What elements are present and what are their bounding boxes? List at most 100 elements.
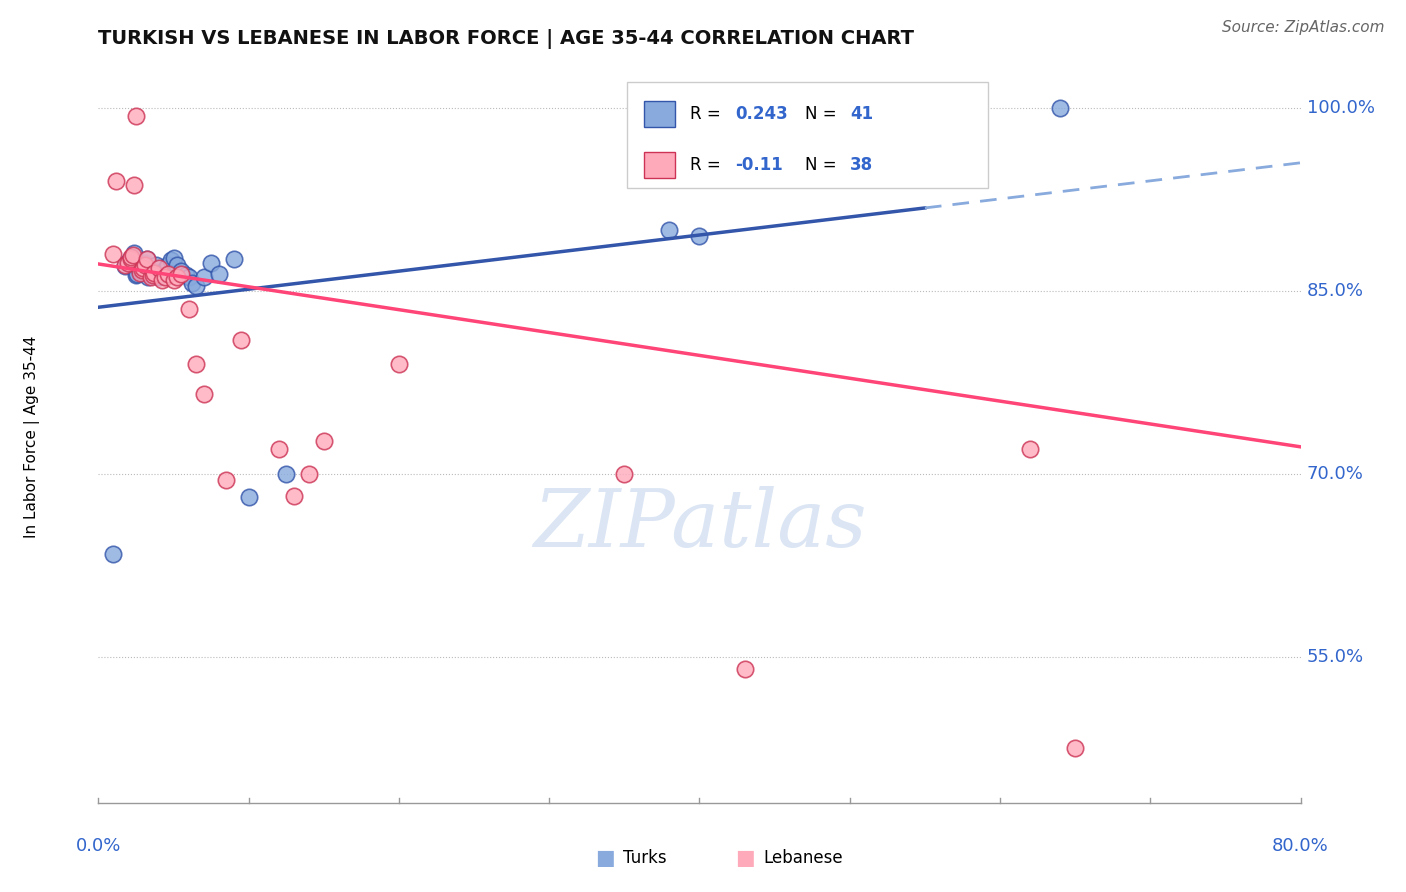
Point <box>121 250 143 264</box>
Point <box>129 261 152 276</box>
Text: -0.11: -0.11 <box>735 156 783 174</box>
Point <box>162 251 184 265</box>
Text: 41: 41 <box>849 105 873 123</box>
Point <box>222 252 245 266</box>
Point <box>150 273 173 287</box>
Point <box>283 489 305 503</box>
Point <box>129 264 152 278</box>
Point <box>117 254 139 268</box>
Point <box>148 260 170 275</box>
Point <box>149 268 172 282</box>
Text: TURKISH VS LEBANESE IN LABOR FORCE | AGE 35-44 CORRELATION CHART: TURKISH VS LEBANESE IN LABOR FORCE | AGE… <box>98 29 914 48</box>
Point <box>312 434 335 448</box>
Point <box>238 490 260 504</box>
Point <box>174 268 197 282</box>
Text: ■: ■ <box>735 848 755 868</box>
Point <box>734 662 756 676</box>
Point <box>141 268 163 282</box>
Point <box>129 266 152 280</box>
Point <box>155 260 177 275</box>
Point <box>153 270 176 285</box>
Point <box>388 357 411 371</box>
Text: Turks: Turks <box>623 849 666 867</box>
Point <box>125 110 148 124</box>
Point <box>298 467 321 481</box>
Point <box>132 260 155 275</box>
Point <box>125 268 148 282</box>
Point <box>132 258 155 272</box>
Point <box>122 248 145 262</box>
Bar <box>627 82 988 188</box>
Point <box>136 270 159 285</box>
Point <box>124 246 146 260</box>
Point <box>215 473 238 487</box>
Point <box>166 258 188 272</box>
Point <box>658 223 681 237</box>
Point <box>156 267 179 281</box>
Point <box>267 442 290 457</box>
Text: 70.0%: 70.0% <box>1306 465 1364 483</box>
Text: 85.0%: 85.0% <box>1306 282 1364 300</box>
Point <box>150 266 173 280</box>
Point <box>208 267 231 281</box>
Point <box>114 260 136 274</box>
Text: ZIPatlas: ZIPatlas <box>533 486 866 564</box>
Point <box>135 252 157 266</box>
Point <box>139 268 162 282</box>
Point <box>139 270 162 285</box>
Point <box>148 270 170 285</box>
Point <box>231 333 253 347</box>
Point <box>159 253 181 268</box>
Bar <box>644 152 675 178</box>
Point <box>121 252 143 266</box>
Point <box>141 264 163 278</box>
Point <box>131 260 153 275</box>
Point <box>276 467 298 481</box>
Point <box>613 467 636 481</box>
Text: 55.0%: 55.0% <box>1306 648 1364 665</box>
Point <box>177 302 200 317</box>
Text: R =: R = <box>690 105 725 123</box>
Point <box>162 273 184 287</box>
Text: 0.243: 0.243 <box>735 105 789 123</box>
Point <box>1064 740 1087 755</box>
Point <box>105 174 128 188</box>
Text: 100.0%: 100.0% <box>1306 99 1375 117</box>
Point <box>134 258 156 272</box>
Point <box>114 258 136 272</box>
Text: Source: ZipAtlas.com: Source: ZipAtlas.com <box>1222 20 1385 35</box>
Point <box>193 387 215 401</box>
Point <box>152 267 174 281</box>
Point <box>143 266 166 280</box>
Point <box>180 277 202 291</box>
Point <box>135 252 157 266</box>
Text: In Labor Force | Age 35-44: In Labor Force | Age 35-44 <box>24 336 41 538</box>
Text: N =: N = <box>806 156 842 174</box>
Point <box>156 258 179 272</box>
Point <box>184 279 207 293</box>
Point <box>103 247 125 261</box>
Text: 38: 38 <box>849 156 873 174</box>
Point <box>121 251 143 265</box>
Point <box>170 264 193 278</box>
Point <box>145 258 167 272</box>
Point <box>153 264 176 278</box>
Point <box>124 178 146 192</box>
Point <box>166 270 188 285</box>
Point <box>103 547 125 561</box>
Point <box>127 267 149 281</box>
Text: 0.0%: 0.0% <box>76 837 121 855</box>
Text: R =: R = <box>690 156 725 174</box>
Point <box>200 256 222 270</box>
Point <box>193 270 215 285</box>
Point <box>688 229 710 244</box>
Text: ■: ■ <box>595 848 614 868</box>
Point <box>1049 101 1071 115</box>
Point <box>131 263 153 277</box>
Point <box>1019 442 1042 457</box>
Text: 80.0%: 80.0% <box>1272 837 1329 855</box>
Point <box>134 256 156 270</box>
Point <box>117 256 139 270</box>
Point <box>170 267 193 281</box>
Text: Lebanese: Lebanese <box>763 849 844 867</box>
